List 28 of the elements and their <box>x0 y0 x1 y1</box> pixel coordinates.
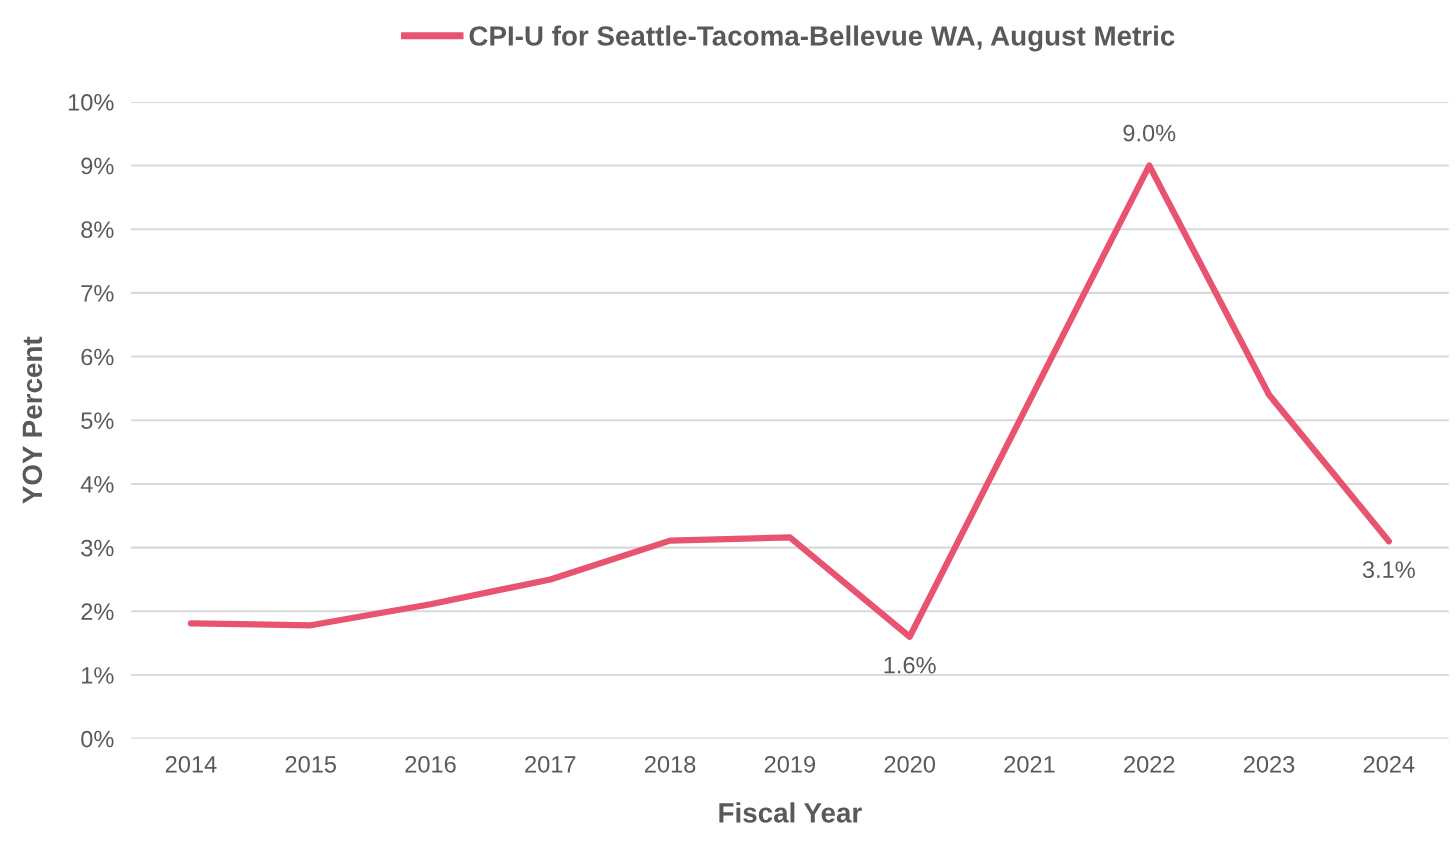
x-tick-label: 2024 <box>1363 755 1415 773</box>
y-tick-label: 10% <box>68 93 114 111</box>
x-tick-label: 2019 <box>764 755 816 773</box>
y-tick-label: 2% <box>81 603 114 620</box>
y-tick-label: 0% <box>81 730 114 748</box>
y-axis-title: YOY Percent <box>22 336 43 504</box>
y-tick-label: 7% <box>81 285 114 302</box>
x-tick-label: 2016 <box>405 755 456 773</box>
x-tick-label: 2021 <box>1004 755 1055 773</box>
x-tick-label: 2022 <box>1124 755 1175 773</box>
x-tick-label: 2020 <box>884 755 936 773</box>
data-label: 9.0% <box>1123 124 1176 142</box>
y-tick-label: 4% <box>80 476 114 493</box>
y-tick-label: 3% <box>81 539 114 557</box>
y-tick-label: 5% <box>81 412 114 430</box>
data-label: 3.1% <box>1362 561 1415 579</box>
x-tick-label: 2018 <box>645 755 696 773</box>
x-axis-title: Fiscal Year <box>719 802 862 823</box>
x-tick-label: 2017 <box>525 755 576 773</box>
y-tick-label: 1% <box>82 667 114 684</box>
y-tick-label: 8% <box>81 221 114 239</box>
y-tick-label: 6% <box>81 348 114 366</box>
legend-label: CPI-U for Seattle-Tacoma-Bellevue WA, August Metric <box>469 25 1175 52</box>
data-label: 1.6% <box>884 656 936 674</box>
x-tick-label: 2015 <box>285 755 336 773</box>
x-tick-label: 2023 <box>1243 755 1295 773</box>
y-tick-label: 9% <box>81 157 114 175</box>
x-tick-label: 2014 <box>165 755 217 773</box>
